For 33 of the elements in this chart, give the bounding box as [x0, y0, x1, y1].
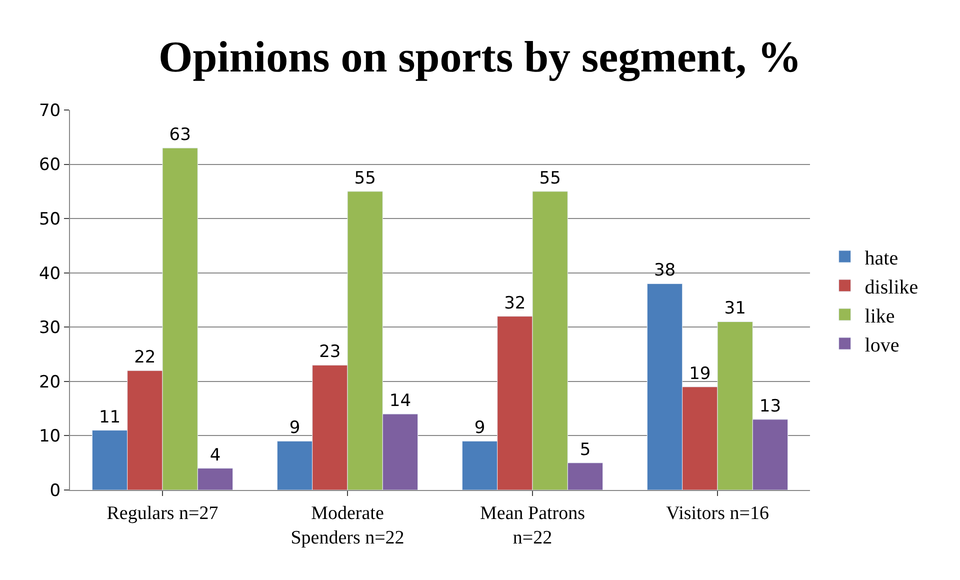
data-label: 4	[210, 445, 221, 466]
data-label: 55	[354, 168, 376, 188]
data-label: 11	[98, 407, 121, 428]
data-label: 14	[389, 391, 412, 411]
y-tick-label: 30	[38, 318, 61, 338]
data-label: 9	[474, 418, 486, 438]
y-tick-label: 50	[38, 210, 61, 230]
data-label: 22	[134, 348, 156, 368]
y-tick-label: 10	[38, 426, 61, 447]
data-label: 5	[580, 440, 591, 460]
x-tick-label: Regulars n=27	[106, 502, 218, 524]
y-tick-label: 20	[38, 372, 61, 392]
data-label: 55	[539, 168, 561, 188]
data-label: 31	[724, 298, 746, 319]
data-label: 9	[289, 418, 300, 438]
y-tick-label: 0	[50, 480, 61, 501]
data-label: 19	[689, 364, 711, 384]
data-label: 63	[169, 125, 191, 145]
data-label: 32	[504, 293, 526, 314]
y-tick-label: 70	[38, 100, 61, 121]
y-tick-label: 60	[38, 155, 61, 176]
x-tick-label: Mean Patrons n=22	[480, 502, 586, 548]
legend-label: dislike	[864, 276, 918, 298]
chart-title: Opinions on sports by segment, %	[158, 32, 802, 82]
data-label: 13	[759, 396, 782, 416]
legend-label: love	[864, 334, 900, 356]
data-label: 23	[319, 342, 341, 362]
legend-label: hate	[864, 247, 898, 270]
x-tick-label: Moderate Spenders n=22	[290, 502, 404, 548]
data-label: 38	[654, 260, 676, 281]
y-tick-label: 40	[38, 264, 61, 284]
x-tick-label: Visitors n=16	[666, 502, 769, 524]
legend-label: like	[864, 305, 895, 328]
